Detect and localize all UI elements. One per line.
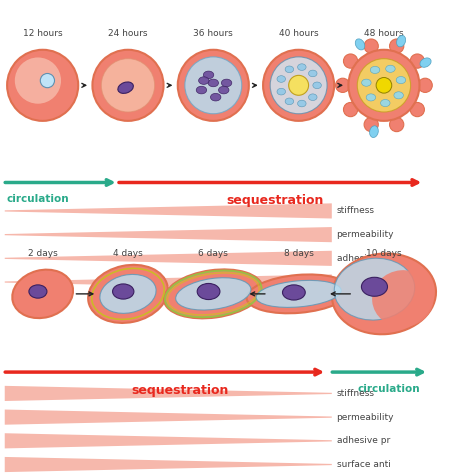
Ellipse shape <box>29 285 47 298</box>
Ellipse shape <box>285 66 294 73</box>
Ellipse shape <box>210 93 221 101</box>
Text: 6 days: 6 days <box>198 249 228 258</box>
Circle shape <box>348 50 419 121</box>
Ellipse shape <box>298 64 306 71</box>
Ellipse shape <box>113 284 134 299</box>
Ellipse shape <box>313 82 321 89</box>
Circle shape <box>357 59 410 112</box>
Text: sequestration: sequestration <box>131 384 229 397</box>
Ellipse shape <box>334 258 415 320</box>
Ellipse shape <box>420 58 431 67</box>
Text: 8 days: 8 days <box>283 249 314 258</box>
Circle shape <box>418 78 432 92</box>
Ellipse shape <box>397 36 406 47</box>
Text: 36 hours: 36 hours <box>193 29 233 38</box>
Ellipse shape <box>309 70 317 77</box>
Ellipse shape <box>88 265 168 323</box>
Circle shape <box>101 59 155 112</box>
Ellipse shape <box>332 254 436 334</box>
Polygon shape <box>5 457 332 472</box>
Ellipse shape <box>118 82 133 93</box>
Ellipse shape <box>285 98 294 105</box>
Circle shape <box>263 50 334 121</box>
Circle shape <box>344 102 358 117</box>
Text: circulation: circulation <box>7 194 69 204</box>
Ellipse shape <box>12 270 73 318</box>
Polygon shape <box>5 386 332 401</box>
Circle shape <box>364 118 378 132</box>
Ellipse shape <box>361 277 388 296</box>
Ellipse shape <box>362 79 371 86</box>
Ellipse shape <box>370 126 378 137</box>
Circle shape <box>376 78 392 93</box>
Ellipse shape <box>386 65 395 73</box>
Ellipse shape <box>219 86 229 94</box>
Ellipse shape <box>196 86 207 94</box>
Polygon shape <box>5 410 332 425</box>
Text: surface anti: surface anti <box>337 460 391 469</box>
Ellipse shape <box>396 76 406 83</box>
Ellipse shape <box>199 77 209 84</box>
Ellipse shape <box>283 285 305 300</box>
Text: 10 days: 10 days <box>366 249 402 258</box>
Text: 12 hours: 12 hours <box>23 29 63 38</box>
Text: 24 hours: 24 hours <box>108 29 148 38</box>
Text: surface anti: surface anti <box>337 278 391 286</box>
Circle shape <box>390 39 404 53</box>
Text: 40 hours: 40 hours <box>279 29 319 38</box>
Circle shape <box>40 73 55 88</box>
Ellipse shape <box>208 79 219 87</box>
Circle shape <box>390 118 404 132</box>
Ellipse shape <box>394 92 403 99</box>
Ellipse shape <box>164 269 263 319</box>
Text: 4 days: 4 days <box>113 249 143 258</box>
Polygon shape <box>5 203 332 219</box>
Ellipse shape <box>381 100 390 107</box>
Polygon shape <box>5 433 332 448</box>
Circle shape <box>92 50 164 121</box>
Ellipse shape <box>197 283 220 300</box>
Text: stiffness: stiffness <box>337 389 374 398</box>
Text: adhesive pr: adhesive pr <box>337 437 390 445</box>
Ellipse shape <box>370 66 380 73</box>
Text: permeability: permeability <box>337 230 394 239</box>
Ellipse shape <box>309 94 317 100</box>
Ellipse shape <box>277 88 285 95</box>
Text: sequestration: sequestration <box>226 194 324 207</box>
Ellipse shape <box>100 274 156 313</box>
Polygon shape <box>5 251 332 266</box>
Circle shape <box>410 54 424 68</box>
Polygon shape <box>5 274 332 290</box>
Ellipse shape <box>256 281 341 307</box>
Circle shape <box>15 57 61 104</box>
Text: 48 hours: 48 hours <box>364 29 404 38</box>
Circle shape <box>289 75 309 95</box>
Ellipse shape <box>356 39 365 50</box>
Circle shape <box>270 57 327 114</box>
Ellipse shape <box>372 270 434 327</box>
Text: permeability: permeability <box>337 413 394 421</box>
Text: stiffness: stiffness <box>337 207 374 215</box>
Text: 2 days: 2 days <box>28 249 57 258</box>
Circle shape <box>185 57 242 114</box>
Text: adhesive pr: adhesive pr <box>337 254 390 263</box>
Ellipse shape <box>298 100 306 107</box>
Circle shape <box>7 50 78 121</box>
Ellipse shape <box>203 71 214 79</box>
Ellipse shape <box>176 278 251 310</box>
Polygon shape <box>5 227 332 242</box>
Text: circulation: circulation <box>357 384 420 394</box>
Ellipse shape <box>246 274 351 313</box>
Circle shape <box>364 39 378 53</box>
Ellipse shape <box>277 76 285 82</box>
Circle shape <box>344 54 358 68</box>
Ellipse shape <box>366 94 376 101</box>
Circle shape <box>410 102 424 117</box>
Circle shape <box>178 50 249 121</box>
Ellipse shape <box>221 79 232 87</box>
Circle shape <box>336 78 350 92</box>
